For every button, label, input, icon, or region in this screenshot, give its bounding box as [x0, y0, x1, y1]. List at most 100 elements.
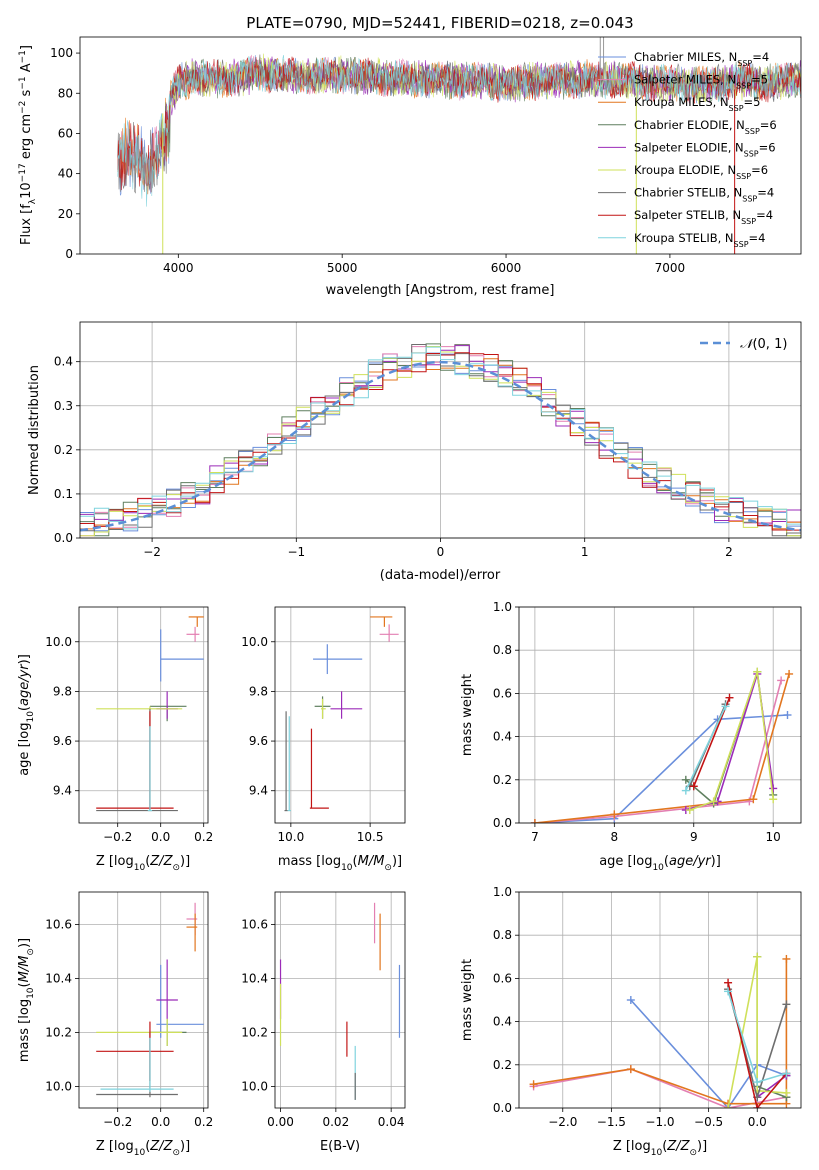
- y-axis-label: Normed distribution: [27, 365, 42, 495]
- x-tick-label: −1.5: [597, 1115, 626, 1129]
- errorbar-chabrier-miles: [160, 629, 204, 682]
- weight-line: [693, 697, 731, 787]
- histogram-chabrier-elodie: [80, 343, 801, 537]
- y-tick-label: 0.6: [493, 686, 512, 700]
- weight-line: [534, 714, 788, 823]
- weight-marker: [725, 693, 734, 702]
- legend-label: Kroupa ELODIE, NSSP=6: [634, 163, 768, 181]
- y-tick-label: 10.6: [45, 917, 72, 931]
- x-tick-label: 0.00: [267, 1115, 294, 1129]
- y-tick-label: 9.8: [53, 684, 72, 698]
- weight-series-chabrier-elodie: [753, 952, 791, 1102]
- weight-series-salpeter-elodie: [681, 669, 778, 815]
- errorbar-kroupa-elodie: [96, 706, 183, 712]
- y-axis-label: mass [log10(M/M⊙)]: [17, 938, 36, 1062]
- mass-vs-extinction-panel: 0.00 0.02 0.04 10.0 10.2 10.4 10.6 E(B-V): [241, 891, 406, 1154]
- histogram-kroupa-stelib: [80, 346, 801, 530]
- y-tick-label: 0.8: [493, 928, 512, 942]
- weight-series-salpeter-miles: [530, 676, 786, 823]
- x-tick-label: 0.0: [151, 830, 170, 844]
- weight-marker: [782, 954, 791, 963]
- spectrum-legend: Chabrier MILES, NSSP=4 Salpeter MILES, NS…: [598, 50, 777, 248]
- plot-frame: [78, 606, 209, 824]
- y-tick-label: 10.0: [241, 635, 268, 649]
- weight-marker: [782, 1000, 791, 1009]
- weight-line: [756, 956, 787, 1098]
- legend-label: Chabrier ELODIE, NSSP=6: [634, 118, 777, 136]
- x-tick-label: −0.2: [103, 1115, 132, 1129]
- weight-marker: [724, 978, 733, 987]
- y-tick-label: 9.8: [249, 684, 268, 698]
- histogram-chabrier-stelib: [80, 344, 801, 537]
- y-tick-label: 10.0: [45, 1079, 72, 1093]
- spectrum-panel: 4000 5000 6000 7000 0 20 40 60 80 100 wavelength […: [18, 36, 802, 298]
- x-tick-label: 0.04: [378, 1115, 405, 1129]
- x-tick-label: 6000: [491, 261, 522, 275]
- x-tick-label: 7: [531, 830, 539, 844]
- y-axis-label: mass weight: [460, 674, 475, 756]
- weight-marker: [681, 775, 690, 784]
- y-tick-label: 0.4: [54, 355, 73, 369]
- x-axis-label: (data-model)/error: [380, 568, 501, 583]
- plot-frame: [78, 891, 209, 1109]
- errorbar-kroupa-stelib: [147, 726, 153, 812]
- legend-label: Salpeter STELIB, NSSP=4: [634, 208, 773, 226]
- errorbar-salpeter-miles: [379, 624, 399, 642]
- weight-marker: [753, 1078, 762, 1087]
- weight-series-kroupa-stelib: [724, 987, 791, 1087]
- y-tick-label: 1.0: [493, 885, 512, 899]
- weight-marker: [610, 810, 619, 819]
- weight-marker: [782, 1069, 791, 1078]
- weight-marker: [769, 784, 778, 793]
- errorbar-kroupa-elodie: [320, 698, 326, 719]
- weight-line: [689, 671, 774, 811]
- y-tick-label: 9.4: [53, 784, 72, 798]
- weight-line: [685, 706, 727, 791]
- x-tick-label: 1: [581, 545, 589, 559]
- y-tick-label: 100: [50, 46, 73, 60]
- weight-marker: [709, 797, 718, 806]
- y-tick-label: 20: [58, 207, 73, 221]
- y-tick-label: 10.0: [241, 1079, 268, 1093]
- x-tick-label: 0.2: [194, 830, 213, 844]
- y-tick-label: 10.0: [45, 635, 72, 649]
- y-tick-label: 0.6: [493, 971, 512, 985]
- x-tick-label: −2: [143, 545, 161, 559]
- x-tick-label: −0.2: [103, 830, 132, 844]
- weight-series-kroupa-elodie: [724, 952, 791, 1108]
- y-tick-label: 0.0: [493, 816, 512, 830]
- weight-marker: [724, 1104, 733, 1108]
- weight-marker: [753, 1104, 762, 1108]
- weight-marker: [753, 952, 762, 961]
- y-tick-label: 0.8: [493, 643, 512, 657]
- weight-marker: [753, 667, 762, 676]
- y-tick-label: 60: [58, 126, 73, 140]
- errorbar-kroupa-miles: [186, 913, 198, 952]
- weight-marker: [782, 1088, 791, 1097]
- figure-title: PLATE=0790, MJD=52441, FIBERID=0218, z=0…: [246, 14, 633, 32]
- x-tick-label: 8: [611, 830, 619, 844]
- x-axis-label: wavelength [Angstrom, rest frame]: [326, 283, 555, 298]
- normal-reference-curve: [80, 360, 801, 532]
- weight-series-kroupa-elodie: [685, 667, 778, 815]
- x-axis-label: Z [log10(Z/Z⊙)]: [96, 1139, 190, 1158]
- errorbar-salpeter-stelib: [96, 1021, 174, 1081]
- residual-distribution-panel: −2 −1 0 1 2 0.0 0.1 0.2 0.3 0.4 (data-model)/error…: [27, 321, 802, 583]
- y-tick-label: 0.2: [54, 443, 73, 457]
- weight-marker: [626, 996, 635, 1004]
- weight-vs-metallicity-panel: −2.0 −1.5 −1.0 −0.5 0.0 0.0 0.2 0.4 0.6 0.8 1.0 mas…: [460, 885, 802, 1158]
- y-tick-label: 10.4: [45, 971, 72, 985]
- y-tick-label: 10.2: [45, 1025, 72, 1039]
- plot-frame: [274, 606, 406, 824]
- y-tick-label: 0.2: [493, 1058, 512, 1072]
- x-tick-label: 5000: [327, 261, 358, 275]
- weight-marker: [769, 795, 778, 804]
- errorbar-chabrier-miles: [313, 644, 363, 675]
- errorbar-salpeter-elodie: [156, 959, 178, 1019]
- weight-line: [534, 680, 782, 823]
- errorbar-salpeter-miles: [186, 626, 200, 642]
- x-tick-label: 0.0: [748, 1115, 767, 1129]
- age-vs-metallicity-panel: −0.2 0.0 0.2 9.4 9.6 9.8 10.0 Z [log10(Z/Z⊙)] ag…: [17, 606, 213, 873]
- weight-marker: [777, 676, 786, 685]
- x-tick-label: 10.5: [357, 830, 384, 844]
